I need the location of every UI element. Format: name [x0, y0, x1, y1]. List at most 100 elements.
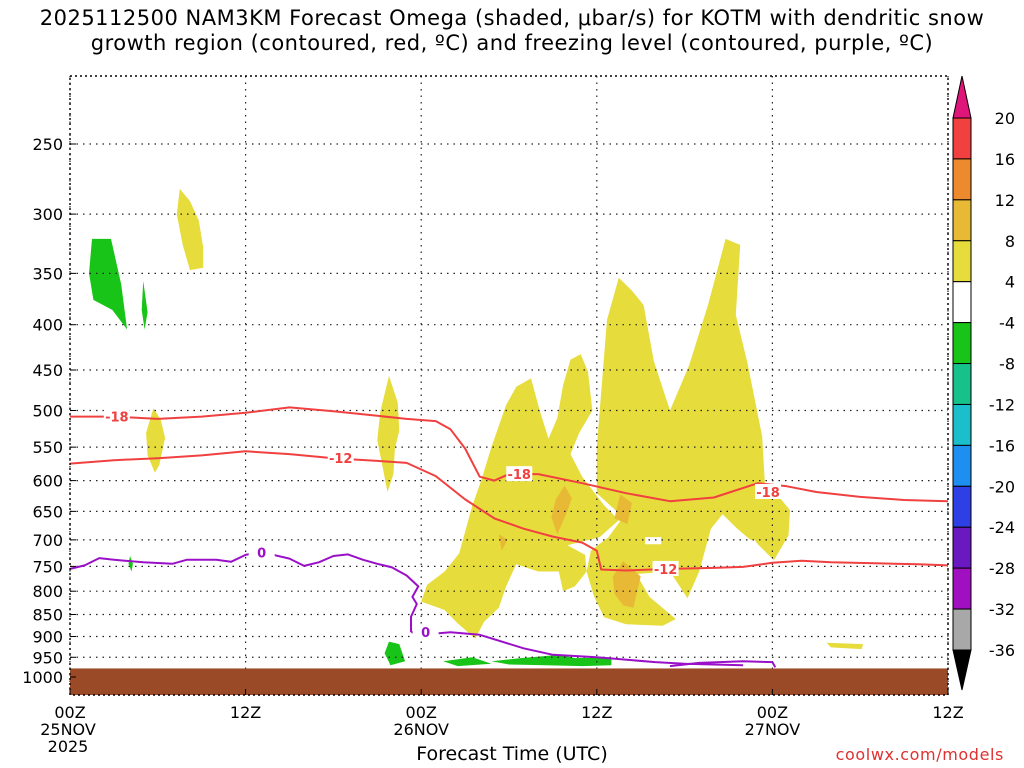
y-tick-label-350: 350 [32, 264, 63, 283]
omega-region-11 [612, 561, 641, 608]
chart-title-line-1: 2025112500 NAM3KM Forecast Omega (shaded… [39, 6, 985, 30]
contour-label-bg-5 [755, 483, 782, 499]
colorbar-band-9 [952, 444, 972, 487]
colorbar-label-6: -4 [999, 314, 1015, 333]
contour-label-6: 0 [257, 546, 266, 561]
omega-region-1 [176, 188, 204, 271]
y-tick-label-850: 850 [32, 606, 63, 625]
y-tick-label-750: 750 [32, 557, 63, 576]
colorbar-label-11: -24 [989, 518, 1015, 537]
contour-label-bg-2 [327, 450, 354, 466]
colorbar-label-5: 4 [1005, 273, 1015, 292]
x-tick-label-36-0: 12Z [581, 703, 612, 722]
contour-label-1: -18 [105, 411, 129, 426]
colorbar-band-7 [952, 363, 972, 405]
y-tick-label-550: 550 [32, 438, 63, 457]
y-tick-label-1000: 1000 [22, 668, 63, 687]
colorbar-label-1: 20 [995, 109, 1015, 128]
dendritic-contour--12-2 [69, 450, 949, 572]
colorbar-label-13: -32 [989, 600, 1015, 619]
omega-region-13 [141, 281, 148, 330]
colorbar-band-12 [952, 567, 972, 610]
y-tick-label-900: 900 [32, 627, 63, 646]
chart-title: 2025112500 NAM3KM Forecast Omega (shaded… [0, 6, 1024, 56]
colorbar-label-3: 12 [995, 191, 1015, 210]
colorbar-band-4 [952, 240, 972, 283]
colorbar-band-8 [952, 403, 972, 446]
x-tick-label-48-1: 27NOV [745, 720, 801, 739]
omega-region-7 [826, 642, 864, 650]
colorbar-band-6 [952, 322, 972, 365]
y-tick-label-400: 400 [32, 316, 63, 335]
ground-fill [70, 668, 948, 695]
x-tick-label-24-1: 26NOV [393, 720, 449, 739]
contour-label-4: -12 [654, 563, 678, 578]
x-tick-label-60-0: 12Z [932, 703, 963, 722]
omega-region-9 [498, 534, 508, 551]
x-tick-label-48-0: 00Z [757, 703, 788, 722]
colorbar-label-2: 16 [995, 150, 1015, 169]
credit-text: coolwx.com/models [835, 745, 1004, 764]
contour-label-bg-1 [103, 408, 130, 424]
omega-region-2 [146, 408, 166, 473]
colorbar-label-8: -12 [989, 395, 1015, 414]
contour-label-bg-7 [412, 624, 439, 640]
omega-shading [89, 188, 864, 667]
omega-region-4 [421, 354, 619, 639]
plot-background [70, 76, 948, 695]
contour-label-bg-6 [248, 544, 275, 560]
omega-region-5 [586, 238, 768, 626]
contour-lines: -18 -12 -18 -12 -18 0 0 [69, 406, 949, 668]
y-tick-label-300: 300 [32, 205, 63, 224]
freezing-level-line-0-3 [69, 550, 744, 667]
x-tick-label-24-0: 00Z [406, 703, 437, 722]
colorbar-label-14: -36 [989, 641, 1015, 660]
x-tick-label-0-2: 2025 [48, 737, 89, 756]
contour-label-2: -12 [329, 452, 353, 467]
chart-title-line-2: growth region (contoured, red, ºC) and f… [90, 31, 934, 55]
plot-area [70, 76, 948, 695]
colorbar-band-5 [952, 281, 972, 324]
colorbar-label-4: 8 [1005, 232, 1015, 251]
contour-label-7: 0 [421, 626, 430, 641]
y-tick-label-800: 800 [32, 582, 63, 601]
colorbar-top-arrow [952, 75, 972, 119]
y-tick-label-250: 250 [32, 135, 63, 154]
colorbar-label-7: -8 [999, 355, 1015, 374]
colorbar-label-9: -16 [989, 436, 1015, 455]
contour-label-bg-4 [652, 560, 679, 576]
colorbar-bottom-arrow [952, 649, 972, 691]
freezing-level-line-0-4 [669, 660, 777, 668]
omega-region-10 [614, 494, 632, 525]
colorbar: 20 16 12 8 4 -4 -8 -12 -16 -20 -24 -28 -32 -36 [952, 75, 1015, 691]
y-axis: 250 300 350 400 450 500 550 600 650 700 750 800 850 9… [22, 135, 76, 687]
omega-region-17 [491, 654, 612, 667]
omega-region-6 [746, 488, 790, 561]
contour-label-5: -18 [756, 486, 780, 501]
colorbar-band-2 [952, 158, 972, 201]
y-tick-label-650: 650 [32, 502, 63, 521]
omega-region-15 [384, 641, 406, 666]
omega-region-14 [128, 556, 133, 572]
colorbar-band-3 [952, 199, 972, 242]
omega-region-12 [89, 238, 128, 330]
x-tick-label-0-1: 25NOV [40, 720, 96, 739]
omega-gap-1 [645, 537, 662, 545]
y-tick-label-600: 600 [32, 472, 63, 491]
colorbar-label-12: -28 [989, 559, 1015, 578]
colorbar-band-1 [952, 117, 972, 160]
y-tick-label-950: 950 [32, 648, 63, 667]
y-tick-label-450: 450 [32, 361, 63, 380]
x-tick-label-0-0: 00Z [54, 703, 85, 722]
dendritic-contour--18-1 [70, 406, 949, 503]
colorbar-band-11 [952, 526, 972, 569]
contour-label-bg-3 [506, 466, 533, 482]
plot-frame [69, 75, 949, 696]
y-tick-label-500: 500 [32, 402, 63, 421]
x-tick-label-12-0: 12Z [230, 703, 261, 722]
colorbar-label-10: -20 [989, 477, 1015, 496]
omega-region-8 [551, 485, 572, 535]
plot-border [69, 75, 949, 696]
